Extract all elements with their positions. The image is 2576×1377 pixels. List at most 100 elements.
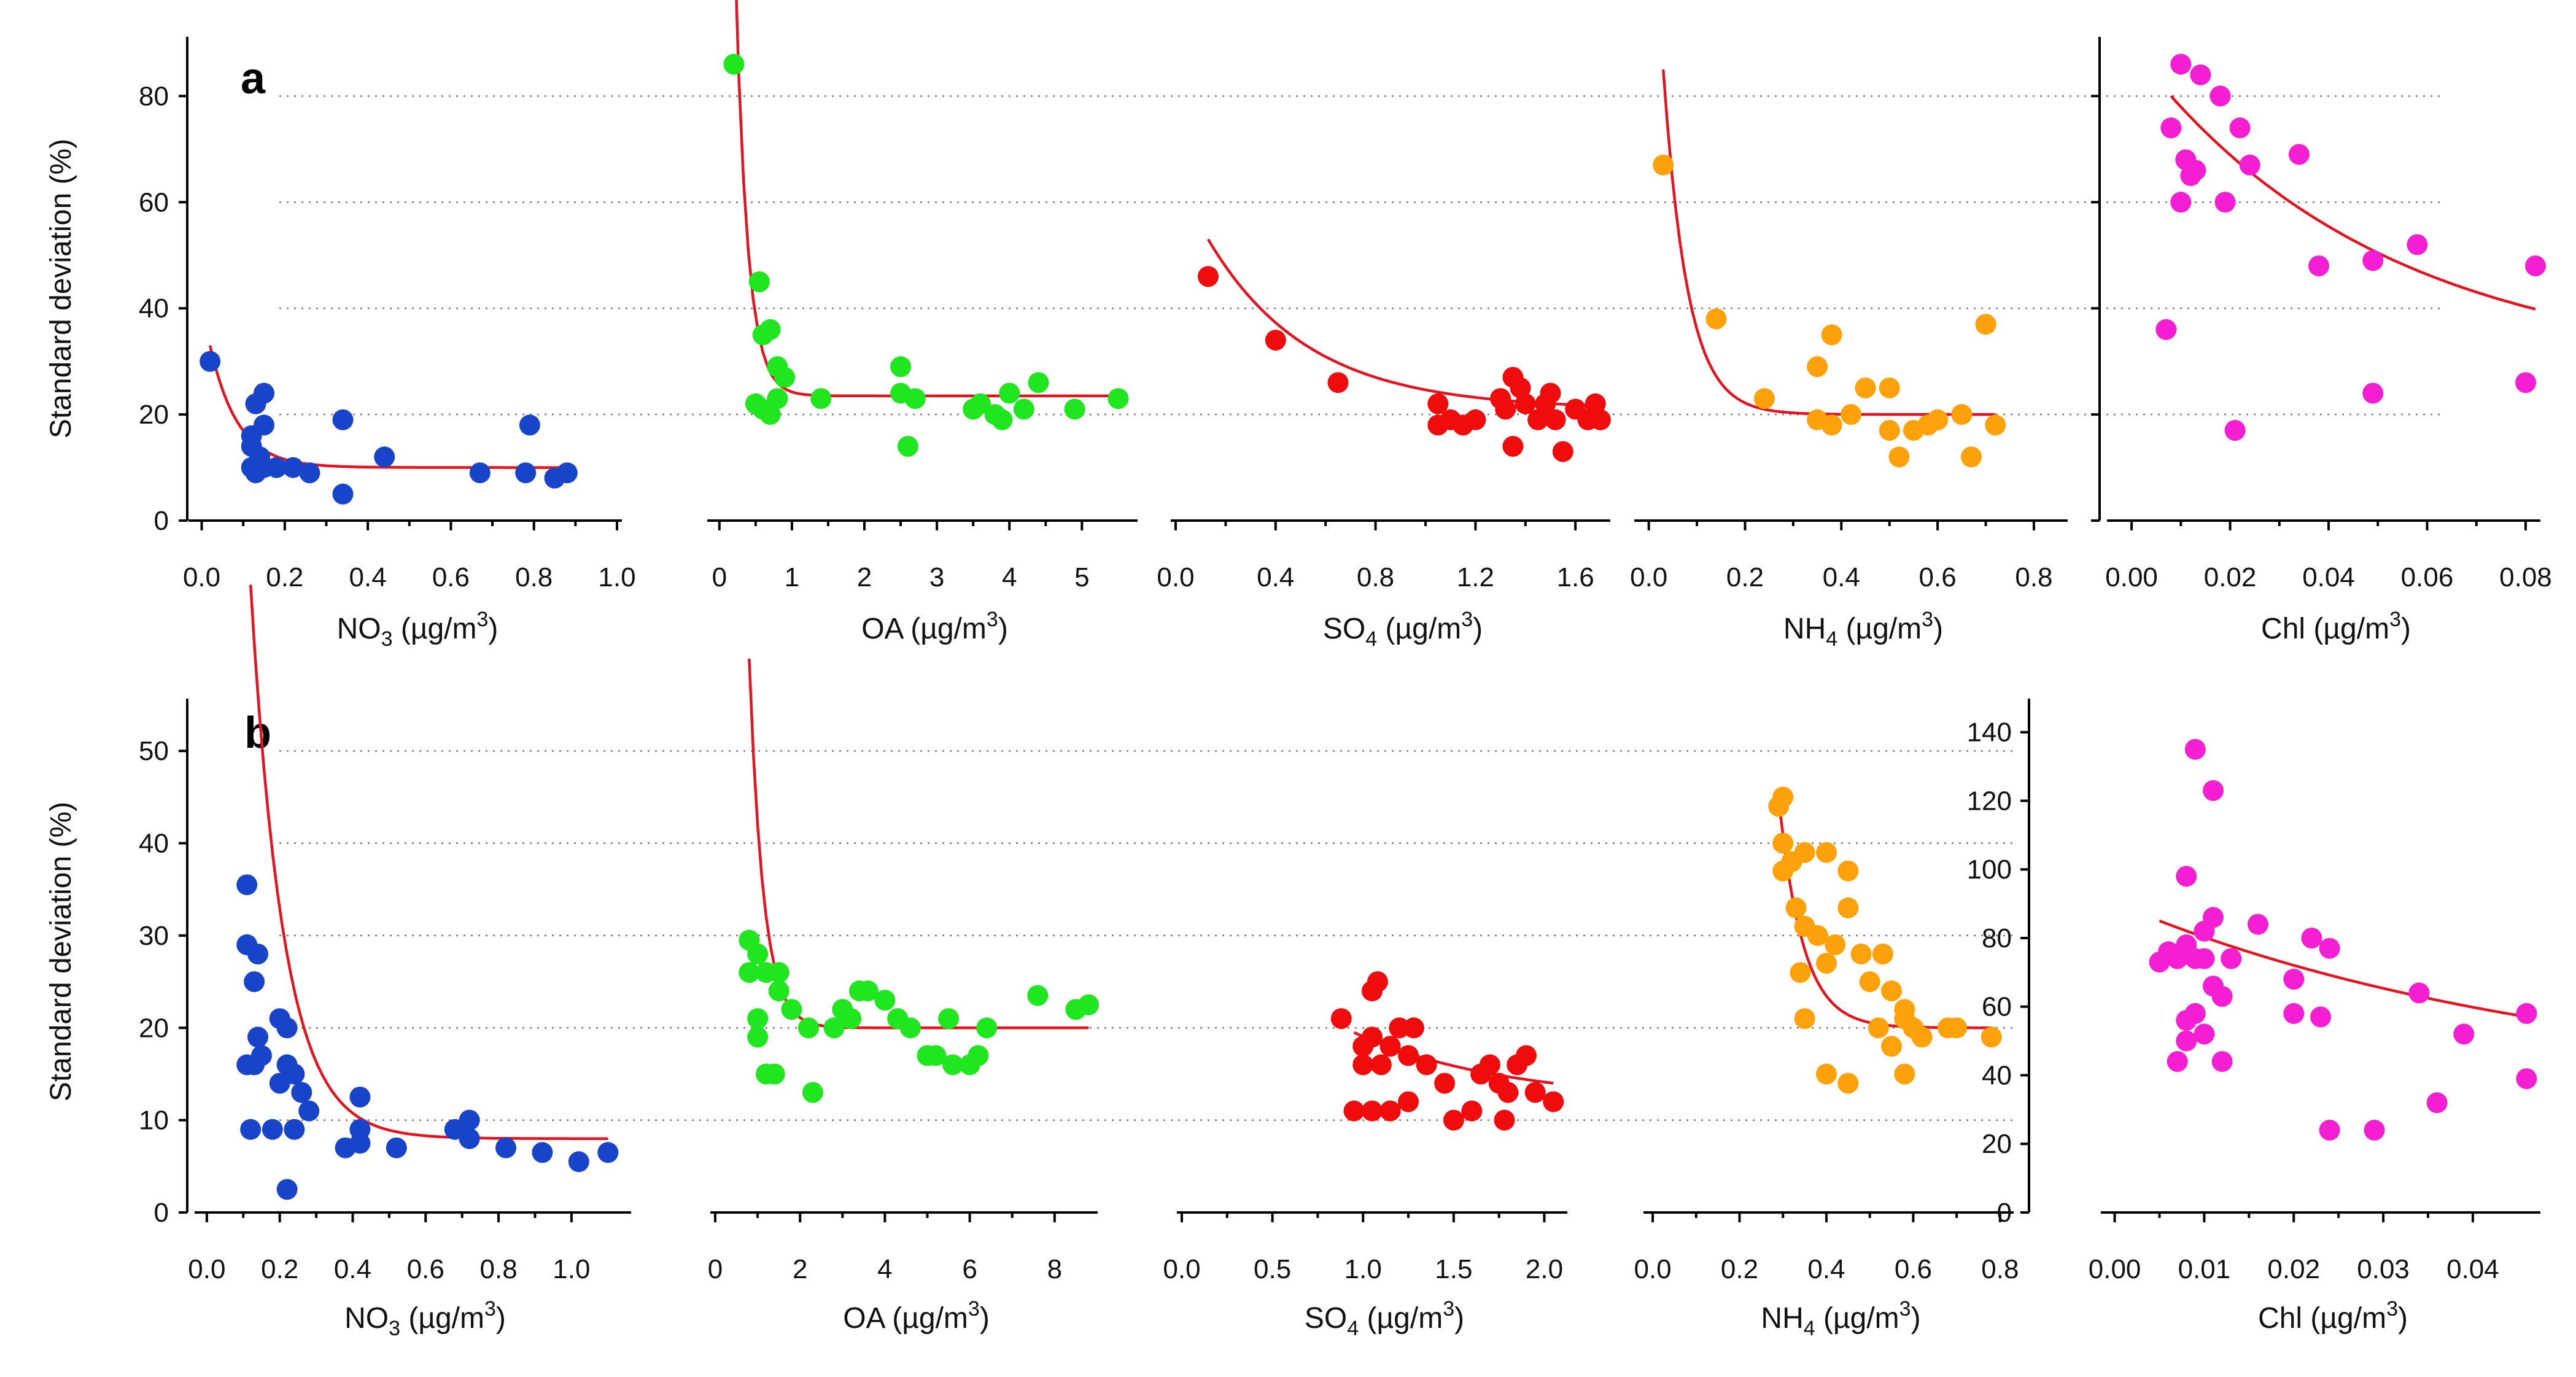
data-point-so4 xyxy=(1434,1073,1456,1094)
x-tick-label: 0.4 xyxy=(1823,562,1860,592)
chl-y-tick-label: 140 xyxy=(1967,718,2012,748)
data-point-so4 xyxy=(1352,1054,1374,1076)
data-point-oa xyxy=(747,1008,769,1030)
y-tick-label: 40 xyxy=(139,293,169,324)
data-point-oa xyxy=(925,1045,947,1066)
subplot-nh4-b: 0.0 0.2 0.4 0.6 0.8 NH4 (µg/m3) xyxy=(1634,786,2019,1340)
data-point-oa xyxy=(768,962,789,983)
data-point-nh4 xyxy=(1881,1036,1902,1057)
x-tick-label: 0.2 xyxy=(266,562,303,592)
data-point-nh4 xyxy=(1794,1008,1815,1030)
data-point-chl xyxy=(2184,739,2206,760)
x-tick-label: 0.00 xyxy=(2089,1254,2141,1284)
data-point-no3 xyxy=(254,382,274,404)
x-tick-label: 0.8 xyxy=(480,1254,518,1284)
data-point-chl xyxy=(2203,780,2224,801)
subplot-oa-b: 0 2 4 6 8 OA (µg/m3) xyxy=(708,658,1100,1335)
data-point-nh4 xyxy=(1850,944,1872,964)
data-point-chl xyxy=(2170,53,2192,75)
chl-y-tick-label: 80 xyxy=(1982,923,2012,953)
chl-y-tick-label: 120 xyxy=(1967,786,2012,816)
data-point-no3 xyxy=(459,1109,480,1131)
data-point-oa xyxy=(999,382,1020,404)
fit-curve-chl xyxy=(2170,95,2536,311)
chl-y-tick-label: 100 xyxy=(1967,855,2012,885)
data-point-oa xyxy=(823,1017,845,1039)
x-tick-label: 0.6 xyxy=(1895,1254,1932,1284)
fit-curve-no3 xyxy=(249,584,608,1140)
data-point-so4 xyxy=(1515,393,1536,414)
data-point-chl xyxy=(2362,250,2384,271)
data-point-nh4 xyxy=(1881,980,1902,1002)
x-axis-title: OA (µg/m3) xyxy=(861,608,1008,645)
data-point-nh4 xyxy=(1911,1026,1933,1048)
x-tick-label: 1.0 xyxy=(553,1254,590,1284)
x-tick-label: 0.0 xyxy=(1634,1254,1671,1284)
data-point-chl xyxy=(2407,234,2428,255)
data-point-oa xyxy=(976,1017,998,1039)
data-point-so4 xyxy=(1379,1100,1401,1122)
data-point-oa xyxy=(767,388,788,409)
data-point-nh4 xyxy=(1879,377,1900,398)
data-point-no3 xyxy=(276,1017,298,1039)
data-point-no3 xyxy=(519,414,540,436)
data-point-chl xyxy=(2194,1023,2215,1045)
x-tick-label: 0.2 xyxy=(1721,1254,1758,1284)
x-tick-label: 1.0 xyxy=(598,562,635,592)
panel-letter-a: a xyxy=(241,54,266,103)
data-point-no3 xyxy=(247,944,268,964)
data-point-so4 xyxy=(1545,409,1566,430)
data-point-nh4 xyxy=(1837,1073,1859,1094)
data-point-so4 xyxy=(1461,1100,1483,1122)
data-point-no3 xyxy=(244,1054,265,1076)
data-point-chl xyxy=(2308,255,2329,277)
data-point-so4 xyxy=(1367,971,1388,993)
x-tick-label: 0.04 xyxy=(2302,562,2355,592)
data-point-chl xyxy=(2301,928,2322,948)
data-point-oa xyxy=(764,1063,785,1085)
data-point-chl xyxy=(2224,420,2246,441)
x-tick-label: 0.00 xyxy=(2105,562,2158,592)
data-point-nh4 xyxy=(1975,314,1996,335)
data-point-so4 xyxy=(1443,1109,1464,1131)
data-point-chl xyxy=(2453,1023,2475,1045)
chl-y-tick-label: 20 xyxy=(1982,1129,2012,1159)
x-tick-label: 1.2 xyxy=(1457,562,1494,592)
data-point-oa xyxy=(904,388,926,409)
data-point-oa xyxy=(759,319,781,340)
x-tick-label: 0.2 xyxy=(261,1254,298,1284)
data-point-so4 xyxy=(1327,372,1349,394)
y-axis-title-a: Standard deviation (%) xyxy=(45,139,77,438)
data-point-oa xyxy=(1078,994,1100,1015)
x-tick-label: 0.4 xyxy=(1257,562,1294,592)
data-point-oa xyxy=(857,980,879,1002)
data-point-no3 xyxy=(262,1119,283,1140)
data-point-nh4 xyxy=(1837,860,1859,882)
data-point-chl xyxy=(2184,1003,2206,1024)
data-point-oa xyxy=(890,356,912,378)
data-point-so4 xyxy=(1343,1100,1365,1122)
data-point-oa xyxy=(748,271,770,292)
x-axis-title: NO3 (µg/m3) xyxy=(344,1297,506,1340)
x-tick-label: 0.6 xyxy=(432,562,470,592)
data-point-so4 xyxy=(1543,1091,1564,1112)
data-point-oa xyxy=(781,999,802,1020)
data-point-no3 xyxy=(298,1100,320,1122)
chl-y-tick-label: 60 xyxy=(1982,992,2012,1022)
x-tick-label: 0.06 xyxy=(2401,562,2454,592)
data-point-nh4 xyxy=(1894,1063,1915,1085)
data-point-oa xyxy=(897,436,918,457)
data-point-chl xyxy=(2319,937,2340,959)
data-point-so4 xyxy=(1398,1045,1419,1066)
data-point-nh4 xyxy=(1888,446,1910,468)
data-point-no3 xyxy=(276,1179,298,1200)
fit-curve-nh4 xyxy=(1661,69,1996,416)
data-point-oa xyxy=(723,53,745,75)
panel-letter-b: b xyxy=(244,708,271,758)
data-point-oa xyxy=(899,1017,921,1039)
data-point-so4 xyxy=(1524,1082,1546,1103)
x-axis-title: Chl (µg/m3) xyxy=(2261,608,2411,645)
data-point-no3 xyxy=(469,462,491,484)
x-axis-title: NO3 (µg/m3) xyxy=(337,608,499,651)
data-point-nh4 xyxy=(1985,414,2006,436)
